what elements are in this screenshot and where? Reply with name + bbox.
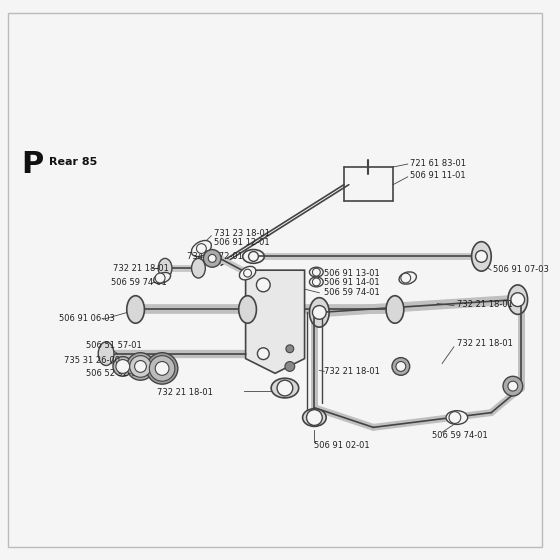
Ellipse shape — [386, 296, 404, 323]
Ellipse shape — [239, 267, 256, 280]
Circle shape — [306, 410, 322, 426]
Circle shape — [155, 362, 169, 375]
Ellipse shape — [242, 250, 264, 263]
Circle shape — [392, 358, 410, 375]
Text: 506 59 74-01: 506 59 74-01 — [432, 431, 488, 440]
Ellipse shape — [127, 353, 154, 380]
Circle shape — [503, 376, 522, 396]
Text: 506 59 74-01: 506 59 74-01 — [111, 278, 167, 287]
Circle shape — [244, 269, 251, 277]
Circle shape — [155, 273, 165, 283]
Ellipse shape — [399, 272, 417, 284]
Text: P: P — [22, 150, 44, 179]
Ellipse shape — [302, 409, 326, 426]
Circle shape — [116, 360, 130, 374]
Circle shape — [249, 251, 258, 262]
Circle shape — [449, 412, 461, 423]
Text: 506 91 12-01: 506 91 12-01 — [214, 238, 270, 247]
Circle shape — [286, 345, 294, 353]
Ellipse shape — [508, 285, 528, 314]
Ellipse shape — [113, 357, 133, 376]
Circle shape — [197, 244, 206, 254]
Text: 721 61 83-01: 721 61 83-01 — [410, 158, 466, 167]
Text: 731 23 18-01: 731 23 18-01 — [214, 230, 270, 239]
Circle shape — [203, 250, 221, 267]
Ellipse shape — [98, 342, 114, 366]
Ellipse shape — [310, 267, 323, 277]
Text: 732 21 18-01: 732 21 18-01 — [157, 389, 213, 398]
Ellipse shape — [271, 378, 298, 398]
Circle shape — [134, 361, 146, 372]
Ellipse shape — [127, 296, 144, 323]
Text: 506 91 13-01: 506 91 13-01 — [324, 269, 380, 278]
Text: 506 91 14-01: 506 91 14-01 — [324, 278, 380, 287]
Circle shape — [396, 362, 406, 371]
Text: 506 91 07-03: 506 91 07-03 — [493, 265, 549, 274]
Text: 732 21 18-01: 732 21 18-01 — [113, 264, 169, 273]
Circle shape — [312, 278, 320, 286]
Circle shape — [256, 278, 270, 292]
Text: 506 91 06-03: 506 91 06-03 — [59, 314, 115, 323]
Text: 732 21 18-01: 732 21 18-01 — [457, 339, 513, 348]
Circle shape — [312, 268, 320, 276]
Ellipse shape — [472, 242, 491, 271]
Text: 732 21 18-01: 732 21 18-01 — [324, 367, 380, 376]
Text: 506 91 11-01: 506 91 11-01 — [410, 171, 465, 180]
Ellipse shape — [192, 258, 206, 278]
Text: 734 11 72-01: 734 11 72-01 — [186, 252, 242, 261]
Circle shape — [150, 356, 175, 381]
Circle shape — [511, 293, 525, 306]
Ellipse shape — [310, 298, 329, 327]
Text: 732 21 18-01: 732 21 18-01 — [457, 300, 513, 309]
Circle shape — [285, 362, 295, 371]
Circle shape — [208, 254, 216, 262]
Polygon shape — [246, 270, 305, 374]
Ellipse shape — [192, 240, 211, 256]
Ellipse shape — [239, 296, 256, 323]
Circle shape — [475, 250, 487, 262]
Ellipse shape — [146, 353, 178, 384]
Text: 506 52 92-01: 506 52 92-01 — [86, 369, 142, 378]
Text: 506 59 74-01: 506 59 74-01 — [324, 288, 380, 297]
Text: 506 91 02-01: 506 91 02-01 — [314, 441, 370, 450]
Text: Rear 85: Rear 85 — [49, 157, 97, 167]
Circle shape — [312, 306, 326, 319]
Circle shape — [277, 380, 293, 396]
Ellipse shape — [158, 258, 172, 278]
Ellipse shape — [446, 410, 468, 424]
Text: 506 51 57-01: 506 51 57-01 — [86, 342, 142, 351]
Circle shape — [508, 381, 518, 391]
Text: 735 31 26-00: 735 31 26-00 — [64, 356, 120, 365]
Circle shape — [258, 348, 269, 360]
Circle shape — [130, 356, 151, 377]
Circle shape — [401, 273, 410, 283]
Ellipse shape — [310, 277, 323, 287]
Ellipse shape — [153, 273, 171, 283]
